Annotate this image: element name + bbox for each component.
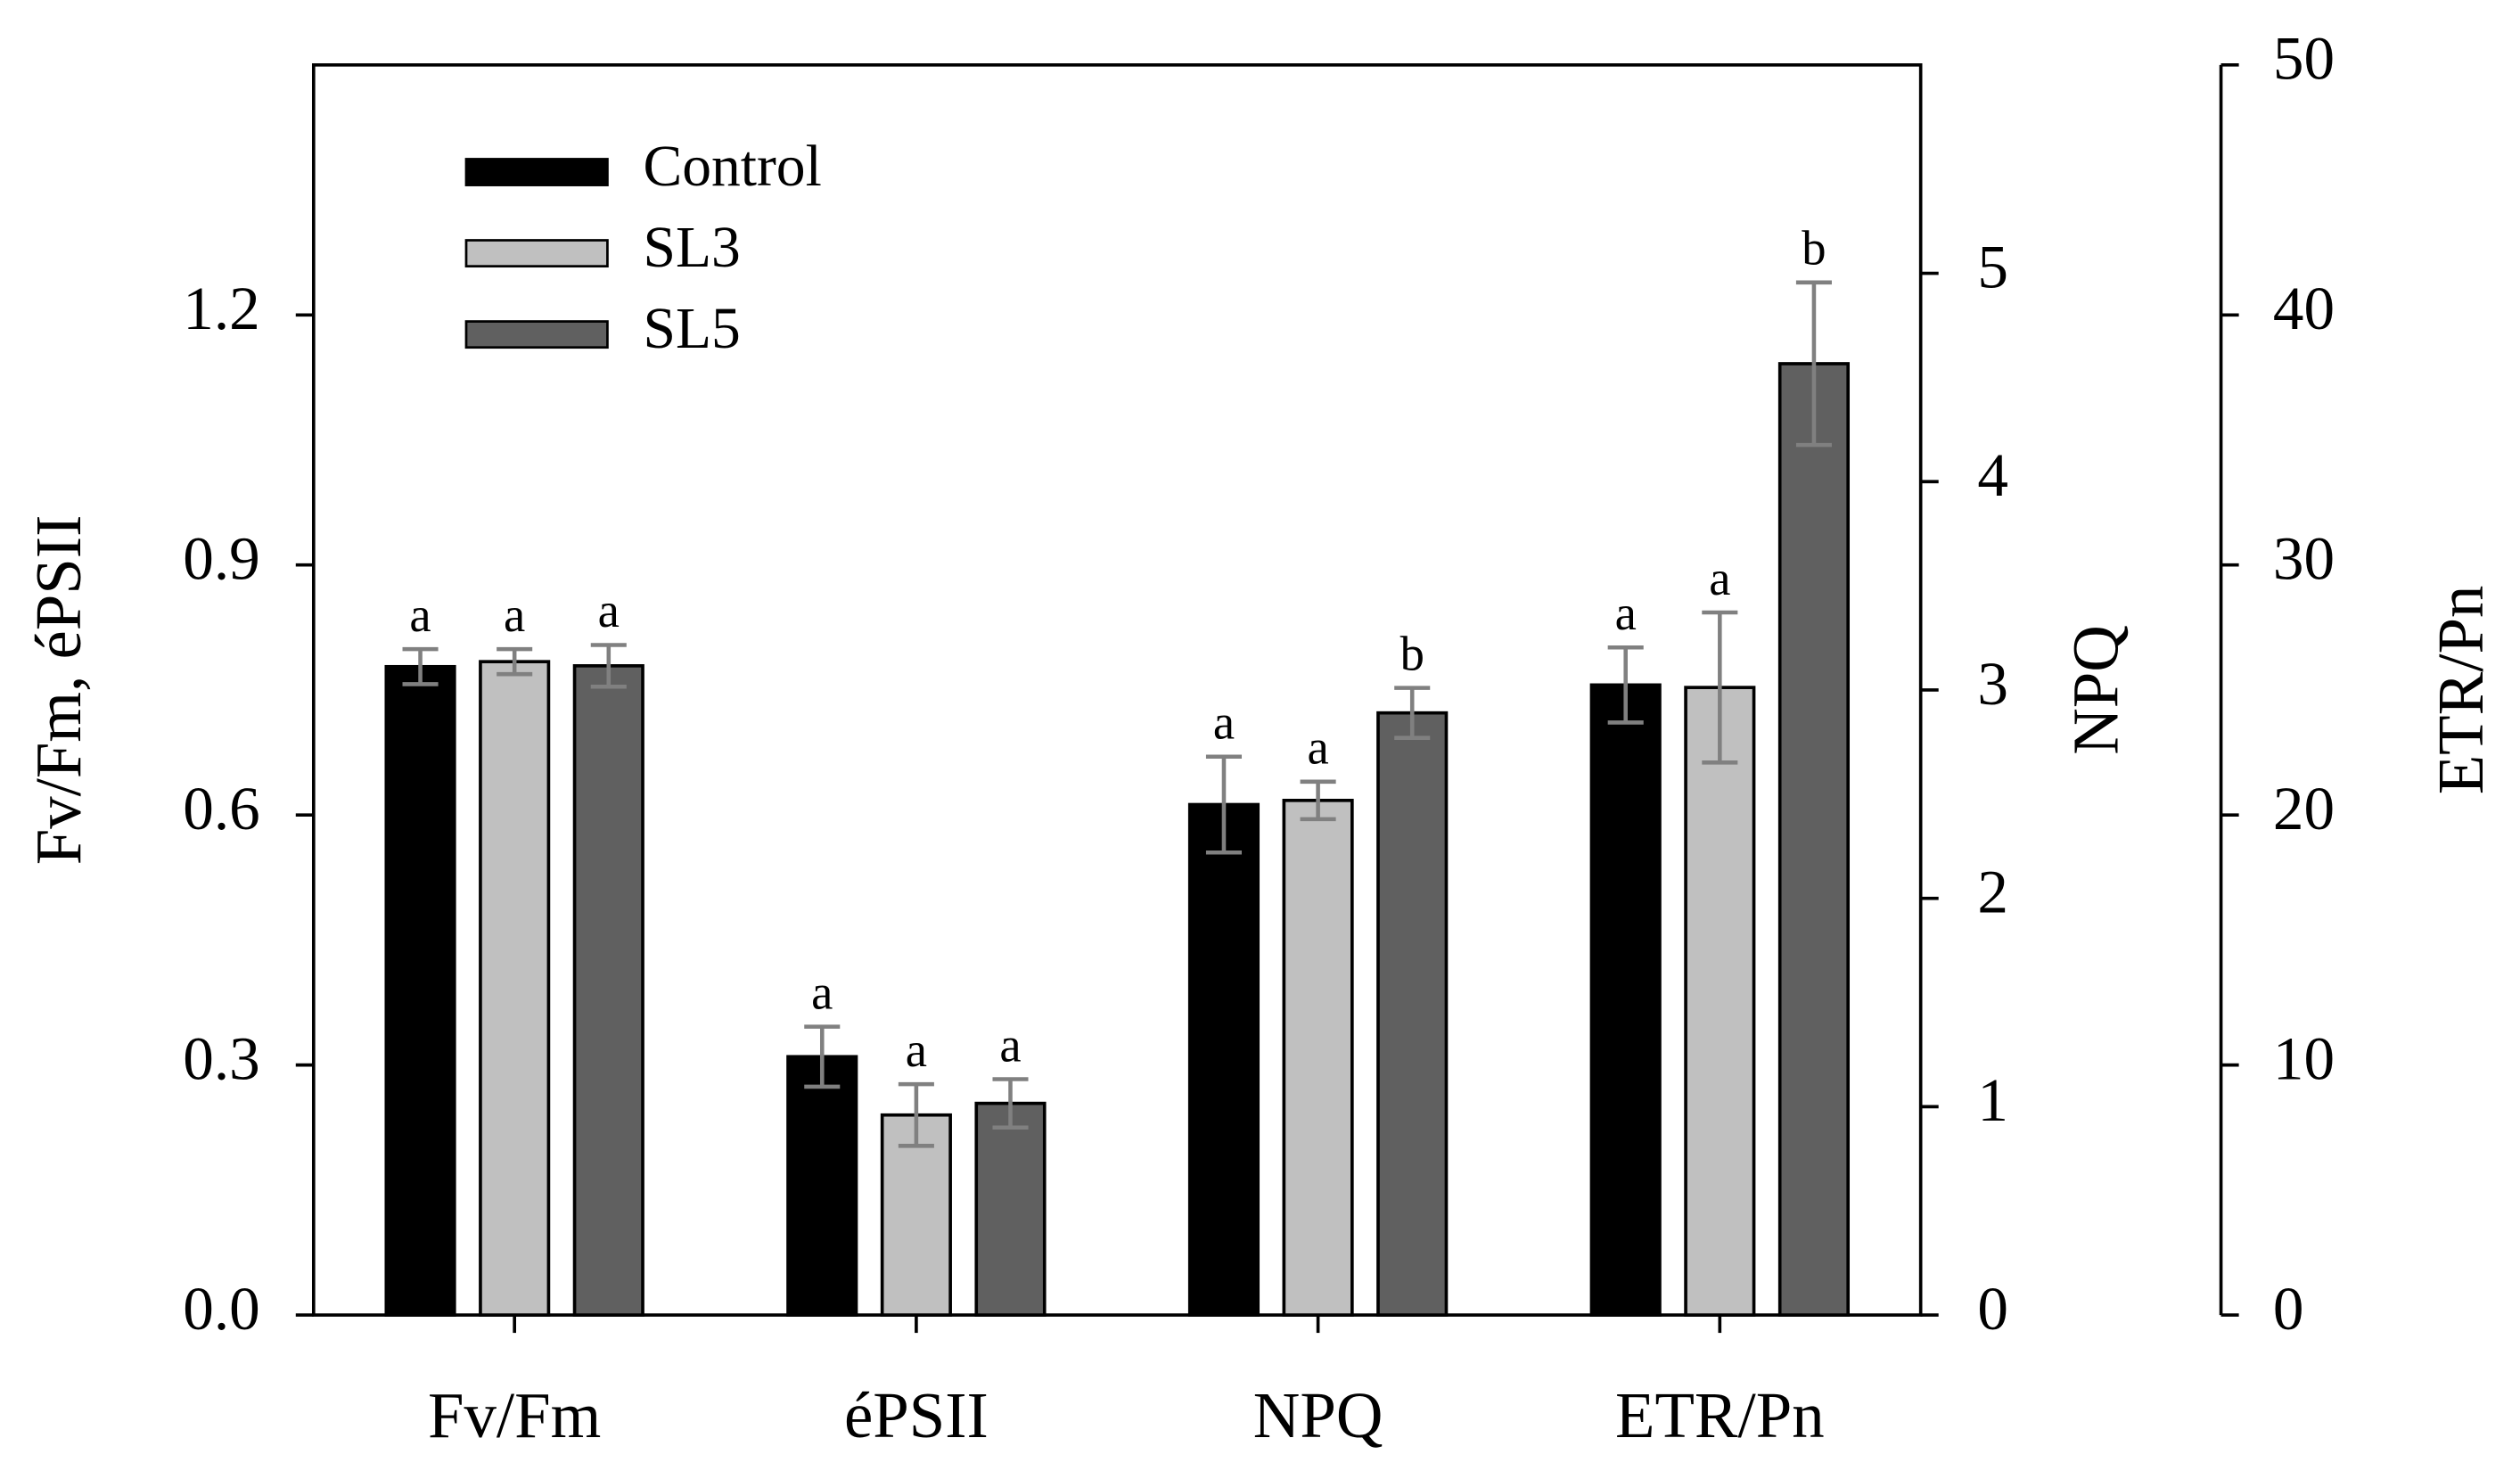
bar [384, 664, 456, 1317]
y-tick-label: 0.9 [183, 524, 259, 593]
y3-tick-label: 50 [2273, 24, 2335, 93]
y2-tick-label: 0 [1977, 1274, 2008, 1343]
bar [1589, 683, 1662, 1317]
bar [786, 1055, 858, 1317]
bar [1376, 711, 1449, 1317]
y-tick-label: 0.6 [183, 774, 259, 842]
bar [880, 1113, 952, 1317]
significance-letter: a [1213, 694, 1235, 749]
legend-swatch [464, 158, 609, 186]
bar [1684, 686, 1756, 1317]
x-tick-label: Fv/Fm [428, 1379, 601, 1451]
significance-letter: b [1802, 221, 1826, 275]
legend-label: SL3 [643, 216, 740, 280]
bar [1777, 362, 1851, 1317]
bar [1282, 798, 1354, 1317]
significance-letter: a [1709, 551, 1730, 605]
significance-letter: a [1615, 586, 1637, 640]
significance-letter: a [811, 965, 833, 1019]
y2-tick-label: 1 [1977, 1065, 2008, 1134]
legend-label: Control [643, 135, 821, 199]
y3-tick-label: 40 [2273, 274, 2335, 342]
significance-letter: a [999, 1017, 1021, 1072]
x-tick-label: NPQ [1253, 1379, 1383, 1451]
y3-tick-label: 0 [2273, 1274, 2304, 1343]
x-tick-label: éPSII [844, 1379, 989, 1451]
y2-tick-label: 4 [1977, 440, 2008, 509]
x-tick-label: ETR/Pn [1615, 1379, 1825, 1451]
significance-letter: b [1400, 626, 1424, 680]
legend-swatch [464, 239, 609, 268]
y2-tick-label: 5 [1977, 232, 2008, 300]
bar [974, 1101, 1047, 1317]
bar [572, 664, 644, 1317]
y2-tick-label: 3 [1977, 649, 2008, 718]
significance-letter: a [504, 587, 525, 642]
significance-letter: a [906, 1023, 927, 1077]
legend-swatch [464, 320, 609, 349]
y-tick-label: 0.0 [183, 1274, 259, 1343]
y-tick-label: 1.2 [183, 274, 259, 342]
y3-axis-label: ETR/Pn [2425, 586, 2497, 795]
y-tick-label: 0.3 [183, 1024, 259, 1093]
y2-tick-label: 2 [1977, 858, 2008, 926]
y3-tick-label: 30 [2273, 524, 2335, 593]
y2-axis-label: NPQ [2059, 625, 2131, 755]
y-axis-label: Fv/Fm, éPSII [22, 515, 94, 866]
bar [479, 660, 551, 1317]
y3-tick-label: 20 [2273, 774, 2335, 842]
y3-tick-label: 10 [2273, 1024, 2335, 1093]
significance-letter: a [598, 583, 620, 637]
bar [1187, 802, 1260, 1317]
significance-letter: a [1307, 720, 1328, 775]
significance-letter: a [409, 587, 431, 642]
legend-label: SL5 [643, 297, 740, 361]
